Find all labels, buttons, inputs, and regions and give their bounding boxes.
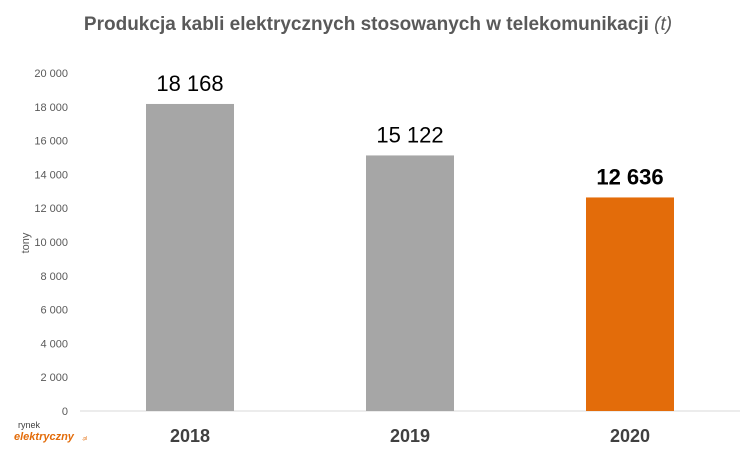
y-axis-ticks: 0 2 000 4 000 6 000 8 000 10 000 12 000 14 000 1…	[34, 68, 68, 418]
y-tick-label: 10 000	[34, 237, 68, 249]
data-label-2019: 15 122	[376, 122, 443, 147]
bar-2019	[366, 155, 454, 411]
y-tick-label: 4 000	[40, 338, 68, 350]
chart-title-unit: (t)	[654, 14, 672, 35]
y-tick-label: 6 000	[40, 305, 68, 317]
logo-suffix: .pl	[82, 436, 87, 442]
y-tick-label: 2 000	[40, 372, 68, 384]
logo-line1: rynek	[18, 420, 41, 430]
y-tick-label: 0	[62, 406, 68, 418]
y-axis-label: tony	[20, 232, 32, 253]
y-tick-label: 12 000	[34, 203, 68, 215]
bars-group	[146, 103, 674, 411]
x-tick-label: 2020	[610, 426, 650, 446]
y-tick-label: 16 000	[34, 136, 68, 148]
y-tick-label: 18 000	[34, 102, 68, 114]
chart-title-text: Produkcja kabli elektrycznych stosowanyc…	[84, 14, 649, 35]
x-tick-label: 2019	[390, 426, 430, 446]
logo: rynek elektryczny .pl	[14, 420, 87, 443]
data-label-2020: 12 636	[596, 164, 663, 189]
y-tick-label: 14 000	[34, 169, 68, 181]
bar-2020	[586, 197, 674, 411]
chart-title: Produkcja kabli elektrycznych stosowanyc…	[84, 14, 672, 35]
x-axis-ticks: 2018 2019 2020	[170, 426, 650, 446]
x-tick-label: 2018	[170, 426, 210, 446]
logo-line2: elektryczny	[14, 431, 75, 443]
y-tick-label: 8 000	[40, 271, 68, 283]
data-label-2018: 18 168	[156, 71, 223, 96]
data-labels-group: 18 168 15 122 12 636	[156, 71, 663, 189]
bar-2018	[146, 103, 234, 411]
y-tick-label: 20 000	[34, 68, 68, 80]
